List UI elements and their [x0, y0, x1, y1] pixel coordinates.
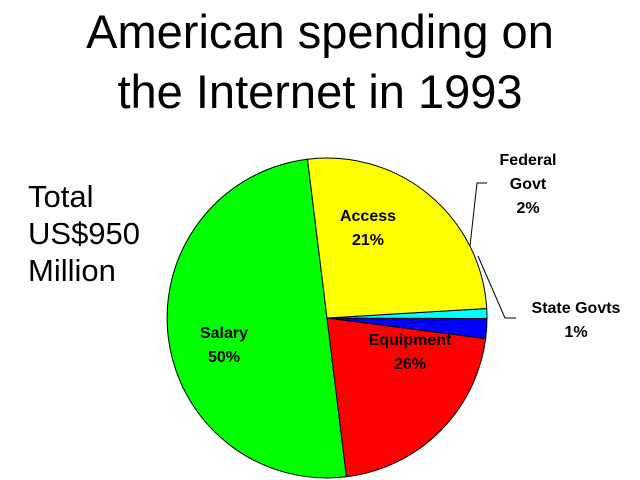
slice-label-salary: Salary 50% [200, 325, 248, 366]
chart-title-line-1: American spending on [86, 5, 554, 58]
slice-label-line: 21% [352, 232, 384, 249]
leader-line-state-govts [477, 255, 516, 319]
pie-slice-salary [166, 158, 348, 479]
slice-labels: Salary 50% Access 21% Federal Govt 2% State Gov… [200, 152, 621, 373]
slice-label-line: 50% [208, 349, 240, 366]
slice-label-line: Access [340, 208, 396, 225]
pie-slice-access [326, 317, 487, 478]
pie-slices [166, 157, 488, 479]
leader-line-federal-govt [469, 182, 487, 247]
chart-title: American spending on the Internet in 199… [0, 2, 640, 122]
total-note-line-1: Total [28, 179, 94, 214]
slice-label-line: 1% [564, 324, 587, 341]
slice-label-line: Federal [500, 152, 557, 169]
total-note: Total US$950 Million [28, 178, 140, 289]
slice-label-equipment: Equipment 26% [369, 332, 452, 373]
slice-label-line: 2% [516, 200, 539, 217]
slice-label-line: Govt [510, 176, 547, 193]
slice-label-federal-govt: Federal Govt 2% [500, 152, 557, 217]
slice-label-line: Salary [200, 325, 248, 342]
slice-label-state-govts: State Govts 1% [532, 300, 621, 341]
slice-label-line: State Govts [532, 300, 621, 317]
slice-label-line: Equipment [369, 332, 452, 349]
slice-label-line: 26% [394, 356, 426, 373]
slice-label-access: Access 21% [340, 208, 396, 249]
total-note-line-2: US$950 [28, 216, 141, 251]
chart-title-line-2: the Internet in 1993 [117, 65, 523, 118]
pie-slice-equipment [306, 157, 488, 319]
total-note-line-3: Million [28, 253, 116, 288]
leader-lines [469, 182, 516, 319]
